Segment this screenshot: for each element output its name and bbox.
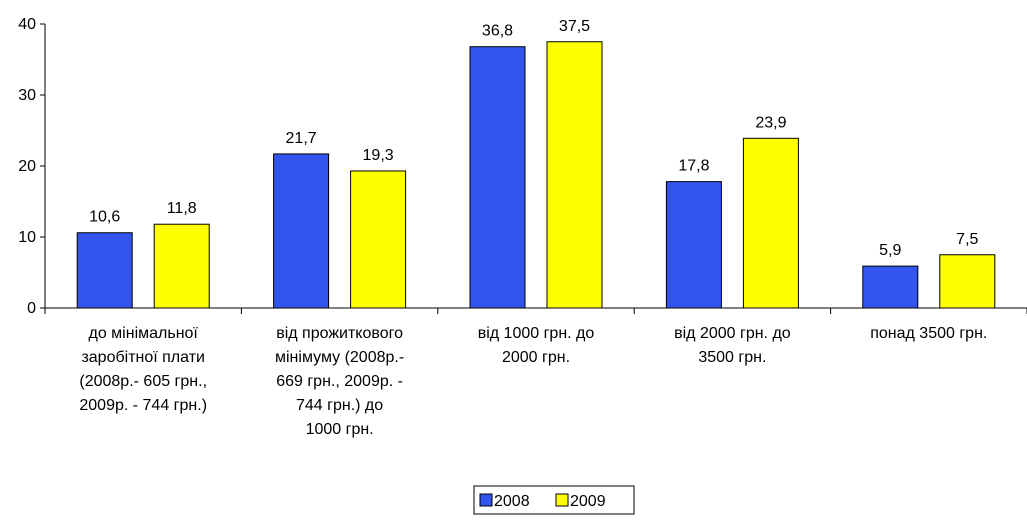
category-label-line: до мінімальної [89,325,199,342]
category-label-line: заробітної плати [81,349,205,366]
category-label-line: від 1000 грн. до [478,325,595,342]
category-label-line: від 2000 грн. до [674,325,791,342]
bar-2008-0 [76,232,133,309]
y-tick-label: 20 [18,158,36,175]
category-label-2: від 1000 грн. до 2000 грн. [478,325,595,366]
legend-box [473,485,635,515]
y-tick-label: 40 [18,16,36,33]
data-label-2009-3: 23,9 [755,114,786,131]
bar-2008-1 [273,153,330,309]
legend-swatch-2009 [555,493,569,507]
data-label-2008-0: 10,6 [89,209,120,226]
data-label-2008-3: 17,8 [678,158,709,175]
category-label-line: понад 3500 грн. [870,325,987,342]
y-axis: 0 10 20 30 40 [18,16,46,317]
bar-2009-3 [742,137,799,309]
data-label-2009-1: 19,3 [363,147,394,164]
category-label-line: 1000 грн. [306,421,374,438]
bar-2009-4 [939,254,996,309]
data-label-2008-2: 36,8 [482,23,513,40]
data-label-2008-4: 5,9 [879,242,901,259]
data-label-2009-2: 37,5 [559,18,590,35]
category-label-1: від прожиткового мінімуму (2008р.- 669 грн… [275,325,404,438]
bar-2009-1 [350,170,407,309]
bar-2009-2 [546,41,603,309]
y-tick-label: 10 [18,229,36,246]
category-label-4: понад 3500 грн. [870,325,987,342]
bar-2008-3 [665,181,722,309]
legend-label-2008: 2008 [494,493,530,510]
legend-swatch-2008 [479,493,493,507]
data-label-2009-0: 11,8 [167,200,197,217]
data-labels: 10,6 21,7 36,8 17,8 5,9 11,8 19,3 37,5 23,9 7,5 [89,18,978,259]
y-tick-label: 30 [18,87,36,104]
category-label-line: мінімуму (2008р.- [275,349,404,366]
bar-2008-2 [469,46,526,309]
category-label-line: від прожиткового [276,325,403,342]
x-axis [44,307,1027,314]
legend-label-2009: 2009 [570,493,606,510]
category-labels: до мінімальної заробітної плати (2008р.- 6… [79,325,987,438]
category-label-line: 3500 грн. [698,349,766,366]
category-label-0: до мінімальної заробітної плати (2008р.- 6… [79,325,207,414]
category-label-3: від 2000 грн. до 3500 грн. [674,325,791,366]
category-label-line: 744 грн.) до [296,397,383,414]
category-label-line: (2008р.- 605 грн., [79,373,207,390]
bars [76,41,996,309]
bar-2008-4 [862,265,919,309]
category-label-line: 2000 грн. [502,349,570,366]
legend: 2008 2009 [473,485,635,515]
data-label-2008-1: 21,7 [286,130,317,147]
category-label-line: 669 грн., 2009р. - [276,373,403,390]
bar-2009-0 [153,223,210,309]
y-tick-label: 0 [27,300,36,317]
category-label-line: 2009р. - 744 грн.) [79,397,207,414]
data-label-2009-4: 7,5 [956,231,978,248]
